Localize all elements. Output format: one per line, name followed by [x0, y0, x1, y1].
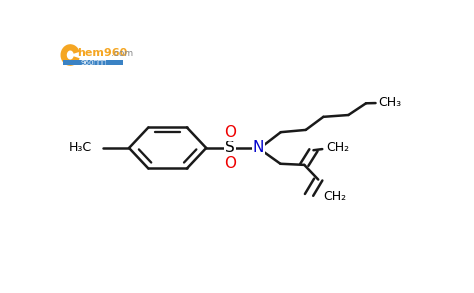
Text: O: O [224, 156, 236, 171]
Text: O: O [224, 125, 236, 140]
Text: hem960: hem960 [77, 48, 127, 58]
Text: H₃C: H₃C [69, 142, 92, 154]
Text: CH₂: CH₂ [326, 142, 349, 154]
Text: .com: .com [110, 49, 133, 58]
Text: N: N [253, 140, 264, 156]
Text: S: S [225, 140, 235, 156]
Text: 960化工网: 960化工网 [80, 59, 107, 66]
Text: CH₃: CH₃ [378, 96, 401, 109]
FancyBboxPatch shape [63, 59, 123, 65]
Text: CH₂: CH₂ [323, 190, 346, 202]
